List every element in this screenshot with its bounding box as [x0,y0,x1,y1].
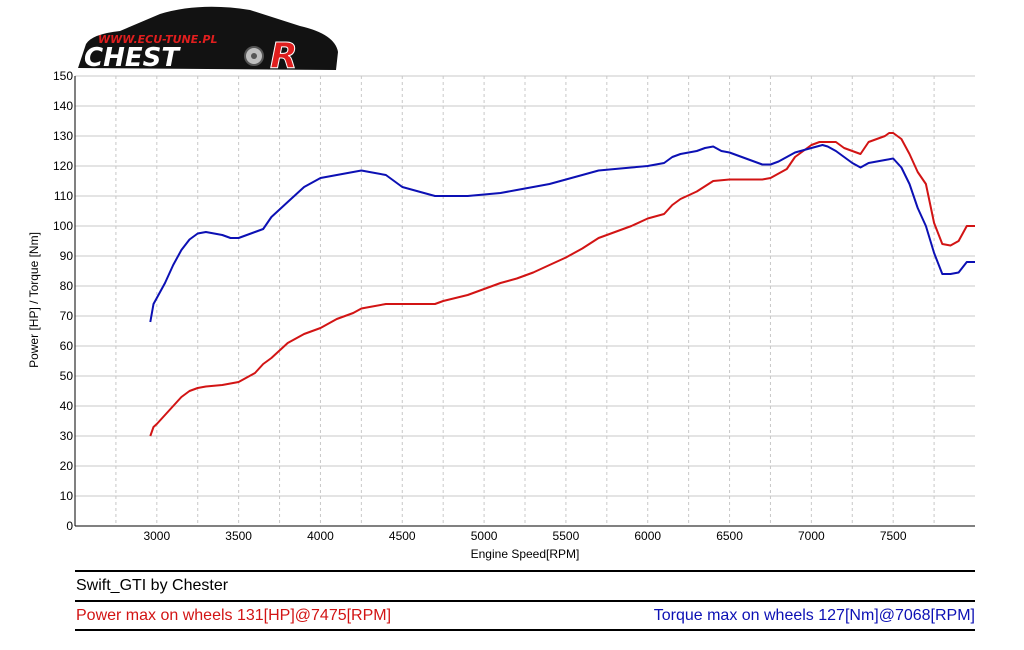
chart-grid [75,75,975,526]
y-tick-label: 70 [60,309,74,323]
chart-axes [74,76,975,527]
x-tick-label: 4500 [389,529,416,543]
y-tick-label: 20 [60,459,74,473]
x-tick-label: 5500 [553,529,580,543]
logo-brand-text: CHEST [84,43,181,73]
footer-rule-bottom [75,629,975,631]
logo-turbo-hub-icon [251,53,257,59]
y-tick-label: 120 [53,159,73,173]
y-tick-label: 90 [60,249,74,263]
y-tick-label: 130 [53,129,73,143]
x-tick-label: 3500 [225,529,252,543]
y-tick-label: 10 [60,489,74,503]
x-tick-label: 7500 [880,529,907,543]
footer-rule-top [75,570,975,572]
y-tick-label: 40 [60,399,74,413]
x-tick-label: 6500 [716,529,743,543]
y-tick-label: 140 [53,99,73,113]
logo-car-silhouette [78,6,338,71]
footer-rule-middle [75,600,975,602]
logo-brand-letter: R [270,36,298,77]
torque-max-summary: Torque max on wheels 127[Nm]@7068[RPM] [653,607,975,624]
x-tick-label: 3000 [143,529,170,543]
footer-title: Swift_GTI by Chester [76,577,229,594]
brand-logo: WWW.ECU-TUNE.PL CHEST R [78,6,338,78]
x-tick-label: 4000 [307,529,334,543]
y-tick-label: 80 [60,279,74,293]
y-tick-label: 50 [60,369,74,383]
torque-curve [149,144,975,323]
x-tick-label: 7000 [798,529,825,543]
x-axis-title: Engine Speed[RPM] [471,547,580,561]
y-axis-title: Power [HP] / Torque [Nm] [27,232,41,368]
y-tick-label: 60 [60,339,74,353]
x-tick-labels: 3000 3500 4000 4500 5000 5500 6000 6500 7000 7500 [143,529,906,543]
y-tick-label: 100 [53,219,73,233]
y-tick-labels: 0 10 20 30 40 50 60 70 80 90 100 110 120 130 140 150 [53,69,73,533]
power-curve [149,132,975,437]
y-tick-label: 110 [54,189,73,203]
power-max-summary: Power max on wheels 131[HP]@7475[RPM] [76,607,392,624]
y-tick-label: 30 [60,429,74,443]
y-tick-label: 150 [53,69,73,83]
logo-url-text: WWW.ECU-TUNE.PL [98,33,218,46]
x-tick-label: 6000 [634,529,661,543]
chart-series [149,132,975,437]
y-tick-label: 0 [66,519,73,533]
x-tick-label: 5000 [471,529,498,543]
